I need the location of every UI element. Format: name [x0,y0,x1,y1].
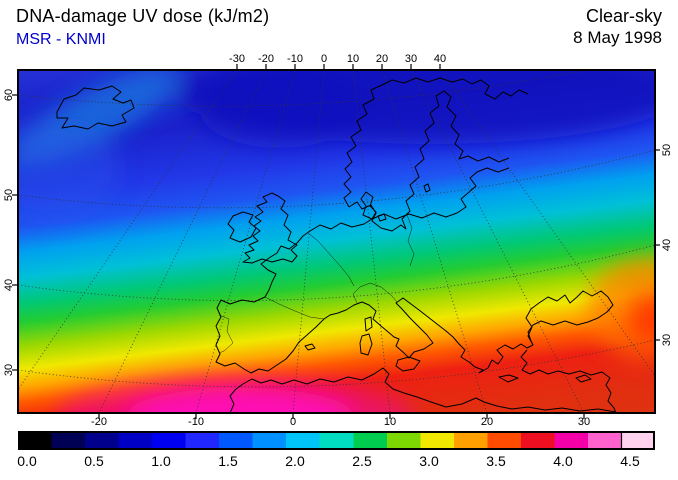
bottom-axis-label: -10 [188,416,204,428]
colorbar-label: 0.0 [17,453,37,469]
bottom-axis-label: 0 [289,416,297,428]
top-axis-label: 30 [404,53,418,65]
colorbar-label: 2.5 [352,453,372,469]
anatolia-levant-coast [520,349,617,413]
uv-map [12,64,660,419]
top-axis-label: -30 [229,53,245,65]
crete-coast [498,374,519,383]
sky-condition-label: Clear-sky [585,6,662,26]
colorbar [18,431,655,450]
country-borders [218,214,415,354]
bottom-axis-label: 30 [577,416,591,428]
colorbar-label: 1.0 [151,453,171,469]
corsica-coast [364,316,373,332]
britain-coast [242,192,298,264]
norway-coast [343,77,529,208]
colorbar-label: 4.5 [620,453,640,469]
top-axis-label: 20 [375,53,389,65]
colorbar-label: 4.0 [553,453,573,469]
colorbar-label: 0.5 [84,453,104,469]
top-axis-label: -10 [287,53,303,65]
colorbar-label: 3.5 [486,453,506,469]
black-sea-coast [525,290,614,346]
iceland-coast [56,85,135,130]
north-africa-coast [229,367,617,413]
right-axis-label: 40 [661,238,673,252]
sardinia-coast [359,333,373,356]
top-axis-label: 10 [346,53,360,65]
map-field [18,70,655,413]
balearics-coast [304,343,316,351]
graticule [18,70,655,413]
colorbar-label: 1.5 [218,453,238,469]
cyprus-coast [575,374,592,383]
page-title: DNA-damage UV dose (kJ/m2) [16,6,270,26]
coastlines [56,77,617,413]
bottom-axis-label: 20 [480,416,494,428]
baltic-coast [348,90,510,232]
top-axis-label: -20 [258,53,274,65]
credit-label: MSR - KNMI [16,31,106,48]
right-axis-label: 50 [661,143,673,157]
denmark-coast [360,191,377,220]
map-frame [12,64,660,419]
date-label: 8 May 1998 [573,28,662,47]
danish-isles [377,213,387,222]
colorbar-frame [18,431,655,450]
continental-coast [215,167,534,374]
colorbar-gradient [18,431,655,450]
top-axis-label: 0 [320,53,328,65]
bottom-axis-label: 10 [383,416,397,428]
right-axis-label: 30 [661,333,673,347]
colorbar-label: 2.0 [285,453,305,469]
top-axis-label: 40 [433,53,447,65]
colorbar-label: 3.0 [419,453,439,469]
ireland-coast [227,211,257,243]
bottom-axis-label: -20 [91,416,107,428]
sicily-coast [395,356,421,372]
gotland-coast [423,183,431,193]
